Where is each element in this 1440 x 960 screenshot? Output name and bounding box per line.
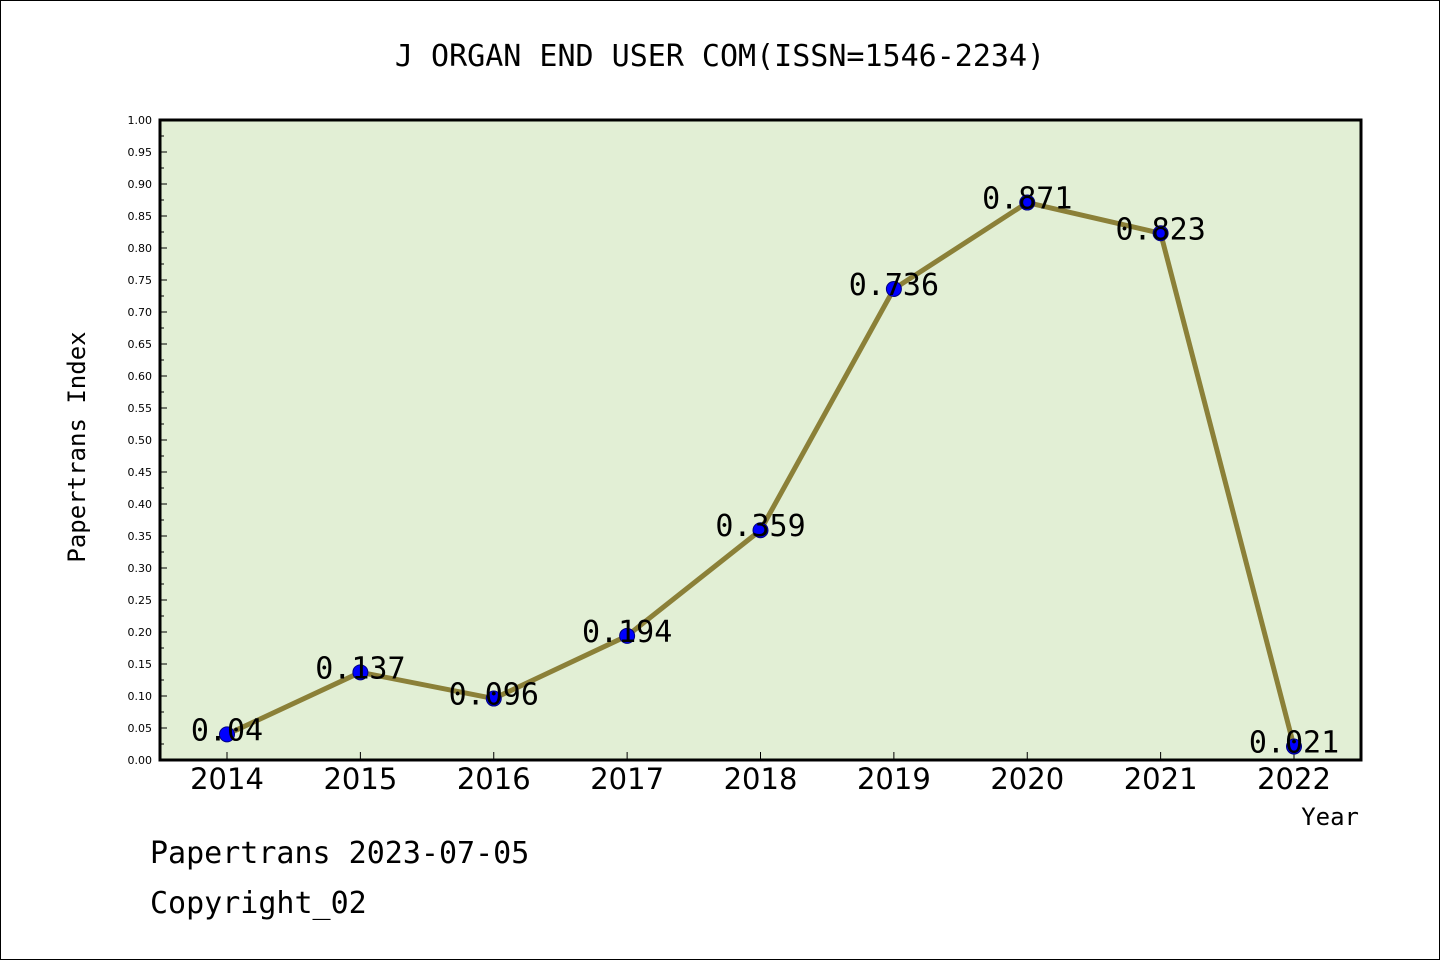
y-tick-label: 0.30 <box>128 562 153 575</box>
data-point-label: 0.823 <box>1115 212 1205 247</box>
data-point-label: 0.359 <box>715 509 805 544</box>
data-point-marker <box>885 280 902 297</box>
x-tick-label: 2017 <box>590 762 664 796</box>
x-tick-label: 2022 <box>1257 762 1331 796</box>
y-tick-label: 0.45 <box>128 466 153 479</box>
y-tick-label: 0.75 <box>128 274 153 287</box>
data-point-marker <box>352 664 369 681</box>
y-tick-label: 0.00 <box>128 754 153 767</box>
data-point-marker <box>1152 225 1169 242</box>
y-tick-label: 0.95 <box>128 146 153 159</box>
data-point-label: 0.736 <box>849 268 939 303</box>
y-tick-label: 0.35 <box>128 530 153 543</box>
footer-copyright: Copyright_02 <box>150 886 367 921</box>
x-tick-label: 2020 <box>990 762 1064 796</box>
chart-title: J ORGAN END USER COM(ISSN=1546-2234) <box>395 39 1045 74</box>
data-point-label: 0.096 <box>449 678 539 713</box>
data-point-label: 0.021 <box>1249 726 1339 761</box>
y-axis-label: Papertrans Index <box>63 331 91 562</box>
y-tick-label: 0.85 <box>128 210 153 223</box>
y-tick-label: 0.60 <box>128 370 153 383</box>
x-axis-ticks: 2014 2015 2016 2017 2018 2019 2020 2021 2022 <box>190 752 1331 796</box>
y-tick-label: 0.80 <box>128 242 153 255</box>
x-tick-label: 2018 <box>724 762 798 796</box>
y-tick-label: 1.00 <box>128 114 153 127</box>
y-tick-label: 0.15 <box>128 658 153 671</box>
data-point-label: 0.04 <box>191 713 263 748</box>
y-tick-label: 0.65 <box>128 338 153 351</box>
data-point-marker <box>619 627 636 644</box>
y-tick-label: 0.10 <box>128 690 153 703</box>
data-point-marker <box>752 522 769 539</box>
data-point-label: 0.871 <box>982 182 1072 217</box>
y-tick-label: 0.70 <box>128 306 153 319</box>
x-tick-label: 2015 <box>323 762 397 796</box>
data-point-label: 0.194 <box>582 615 672 650</box>
data-labels: 0.04 0.137 0.096 0.194 0.359 0.736 0.871 0.823 0… <box>191 182 1339 761</box>
x-axis-label: Year <box>1301 803 1359 831</box>
data-point-marker <box>485 690 502 707</box>
y-tick-label: 0.50 <box>128 434 153 447</box>
x-tick-label: 2014 <box>190 762 264 796</box>
data-point-marker <box>1286 738 1302 755</box>
data-point-marker <box>1019 194 1036 211</box>
y-tick-label: 0.55 <box>128 402 153 415</box>
y-tick-label: 0.05 <box>128 722 153 735</box>
series-markers <box>219 194 1302 755</box>
data-point-label: 0.137 <box>315 651 405 686</box>
y-tick-label: 0.25 <box>128 594 153 607</box>
y-axis-ticks: 0.00 0.05 0.10 0.15 0.20 0.25 0.30 0.35 0.40 0.45… <box>128 114 167 767</box>
data-point-marker <box>219 726 235 743</box>
y-tick-label: 0.40 <box>128 498 153 511</box>
x-tick-label: 2019 <box>857 762 931 796</box>
y-tick-label: 0.20 <box>128 626 153 639</box>
y-tick-label: 0.90 <box>128 178 153 191</box>
x-tick-label: 2021 <box>1124 762 1198 796</box>
footer-date: Papertrans 2023-07-05 <box>150 836 530 871</box>
x-tick-label: 2016 <box>457 762 531 796</box>
